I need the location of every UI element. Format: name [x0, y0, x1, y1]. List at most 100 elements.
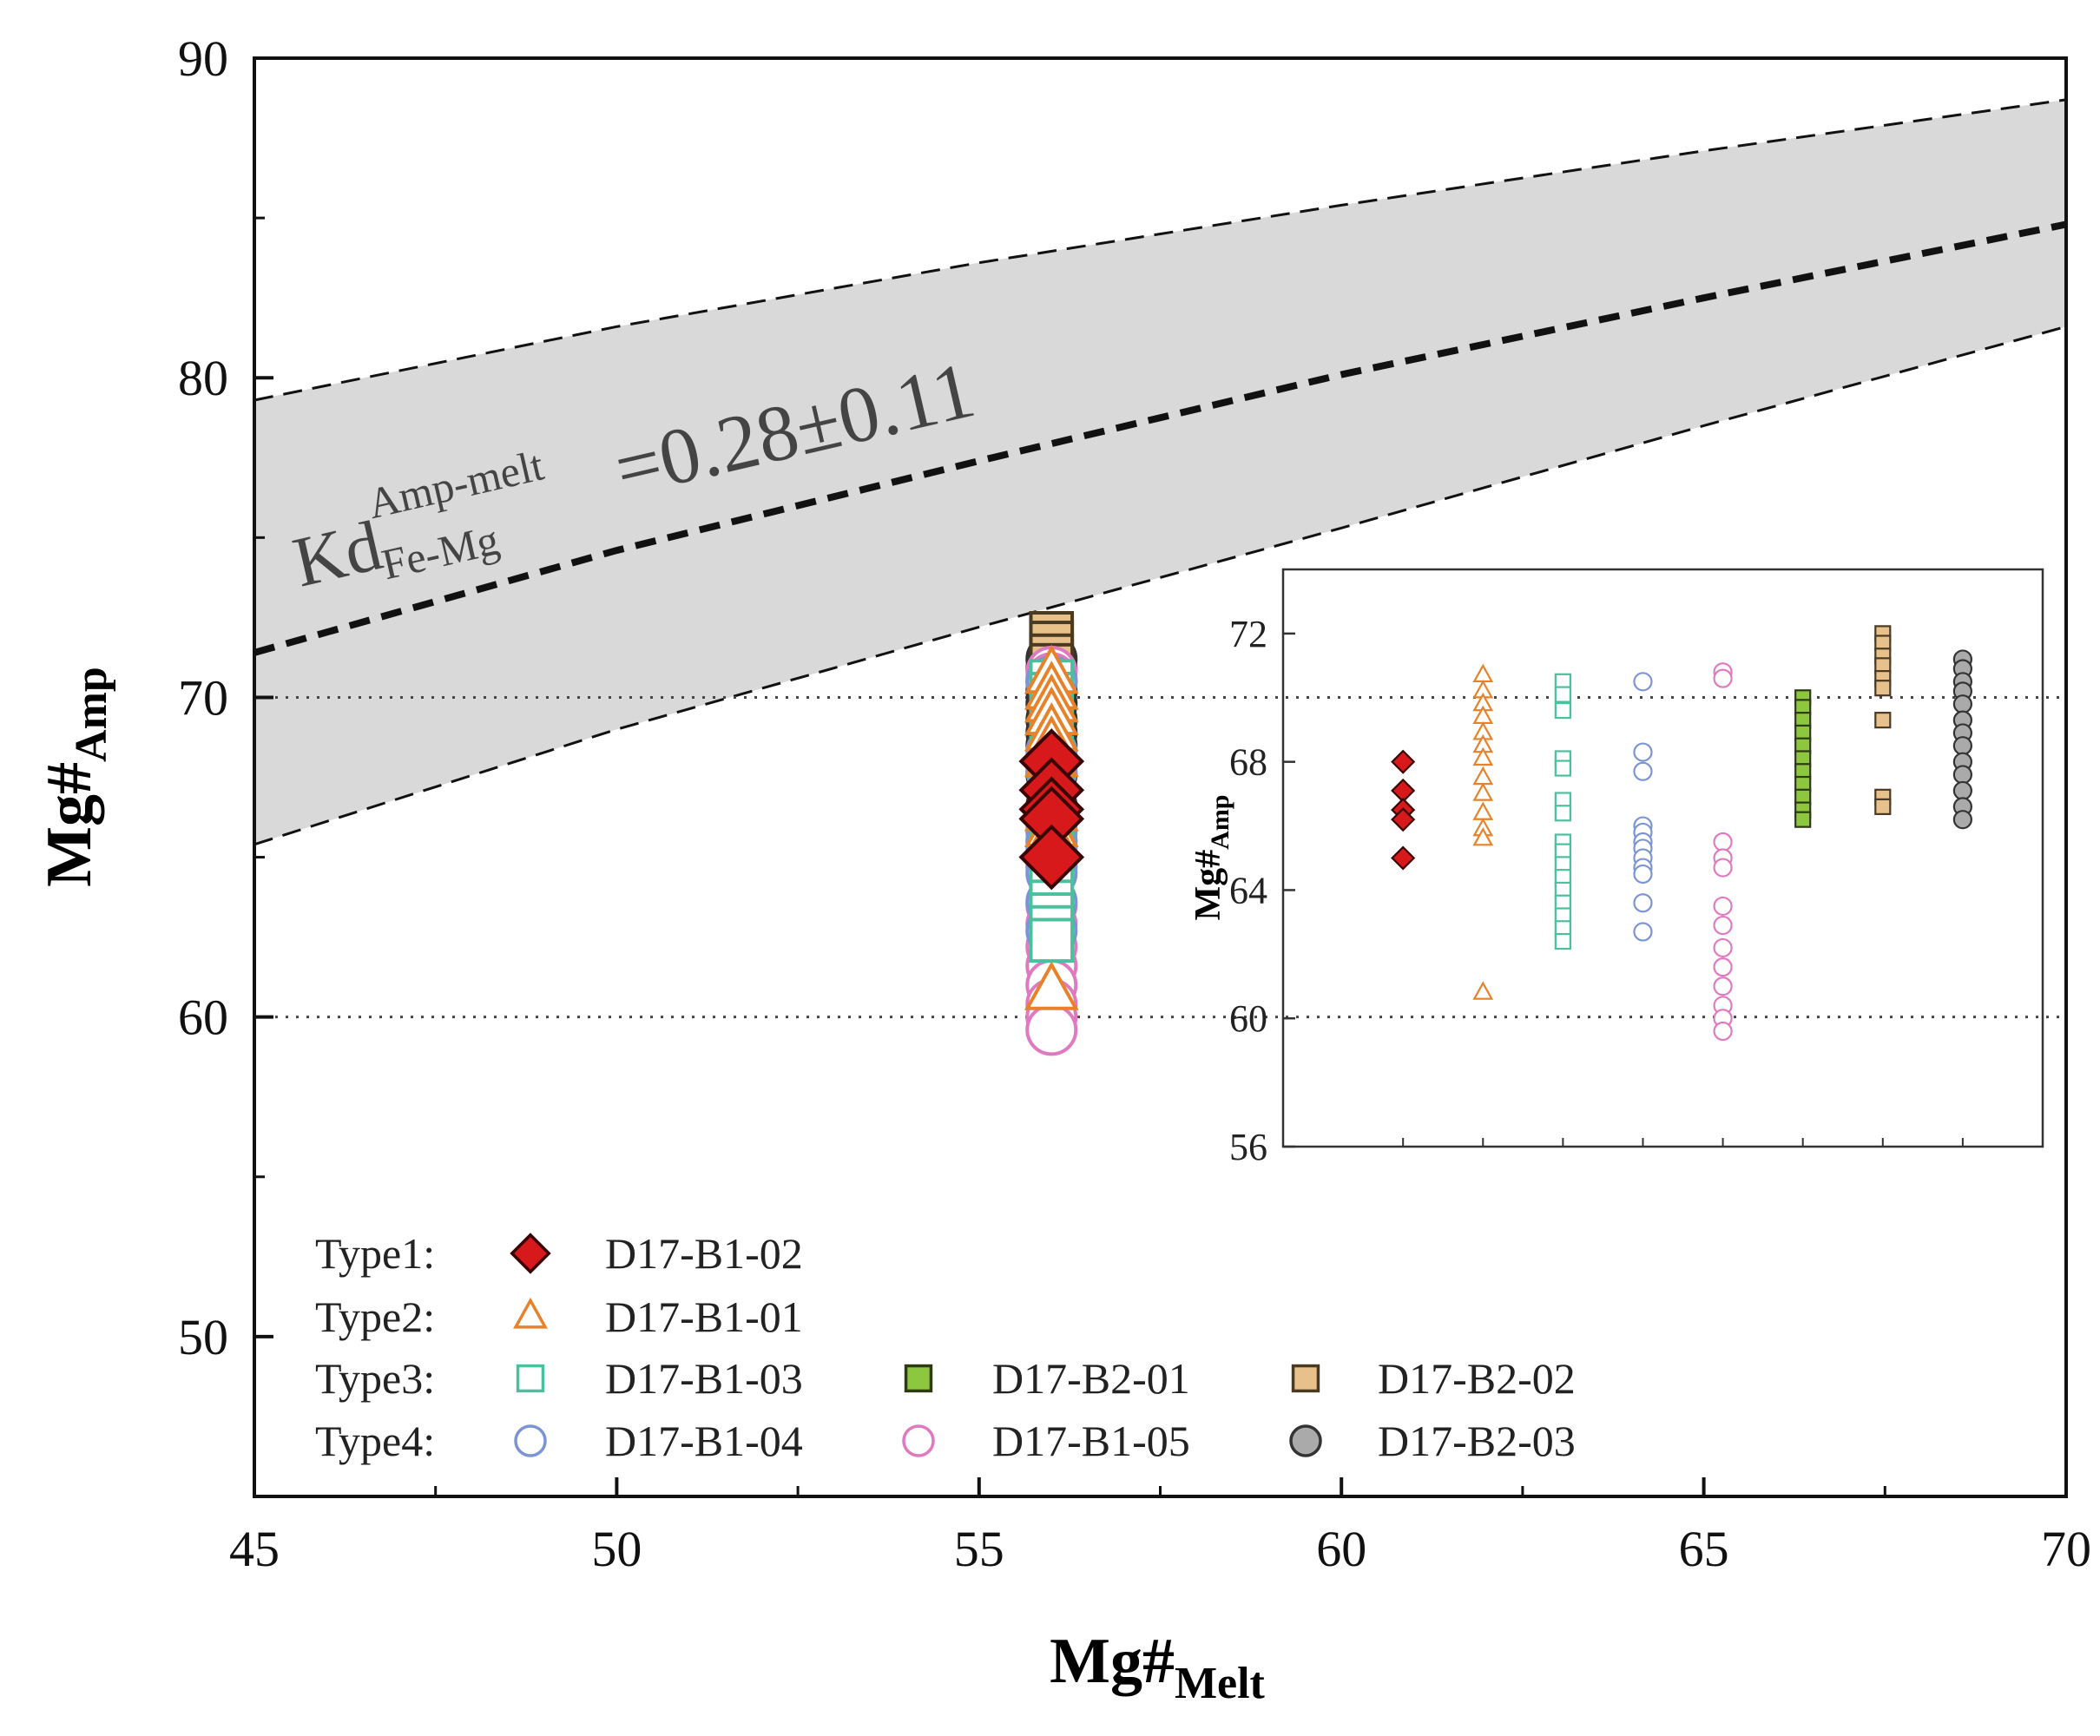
legend-marker [1291, 1364, 1320, 1393]
x-label-main: Mg# [1050, 1626, 1175, 1697]
inset-point [1874, 712, 1892, 729]
inset-point [1874, 798, 1892, 815]
y-tick-label: 70 [178, 669, 228, 726]
inset-point [1633, 672, 1653, 692]
inset-point [1391, 845, 1416, 871]
inset-point [1472, 766, 1494, 786]
inset-point [1713, 1021, 1733, 1042]
inset-point [1633, 742, 1653, 762]
inset-point [1391, 807, 1416, 832]
x-label-sub: Melt [1175, 1659, 1266, 1708]
point [1029, 917, 1075, 963]
inset-point [1633, 761, 1653, 781]
inset-point [1472, 663, 1494, 683]
legend-marker [516, 1364, 545, 1393]
annotation-base: Kd [286, 505, 389, 602]
legend-label: D17-B1-05 [992, 1417, 1190, 1465]
inset-point [1633, 922, 1653, 942]
legend-marker [1289, 1424, 1322, 1457]
inset-y-label-main: Mg# [1188, 850, 1228, 921]
inset: 56 60 64 68 72 [1229, 568, 2044, 1168]
point [1025, 1003, 1078, 1056]
band-upper-line [254, 98, 2066, 402]
inset-point [1952, 780, 1972, 801]
x-tick-label: 55 [954, 1521, 1004, 1577]
legend-label: D17-B1-01 [605, 1292, 803, 1341]
y-tick-label: 50 [178, 1309, 228, 1365]
inset-y-tick-label: 72 [1229, 613, 1267, 655]
inset-point [1472, 827, 1494, 846]
inset-point [1554, 701, 1571, 720]
x-tick-label: 65 [1679, 1521, 1729, 1577]
inset-point [1952, 736, 1972, 756]
legend-label: D17-B1-04 [605, 1417, 803, 1465]
band-lower-line [254, 325, 2066, 846]
main-layer [1018, 611, 1085, 1056]
x-axis-label: Mg#Melt [1050, 1626, 1265, 1708]
y-tick-label: 80 [178, 350, 228, 406]
inset-point [1952, 765, 1972, 785]
inset-y-tick-label: 68 [1229, 741, 1267, 784]
inset-point [1952, 694, 1972, 714]
legend-group-label: Type4: [315, 1417, 435, 1465]
legend-label: D17-B2-03 [1378, 1417, 1576, 1465]
inset-point [1554, 805, 1571, 822]
legend-label: D17-B1-03 [605, 1354, 803, 1403]
inset-point [1952, 810, 1972, 830]
point [1018, 824, 1085, 891]
inset-point [1713, 915, 1733, 936]
inset-point [1633, 864, 1653, 884]
inset-point [1713, 896, 1733, 917]
y-label-main: Mg# [34, 762, 105, 887]
legend-label: D17-B2-01 [992, 1354, 1190, 1403]
legend-marker [904, 1364, 933, 1393]
inset-y-axis-label: Mg#Amp [1188, 795, 1234, 921]
legend: Type1: D17-B1-02 Type2: D17-B1-01 Type3: D17-… [315, 1229, 1576, 1465]
inset-y-tick-label: 56 [1229, 1126, 1267, 1168]
inset-point [1633, 893, 1653, 913]
legend-group-label: Type3: [315, 1354, 435, 1403]
inset-point [1554, 932, 1571, 950]
band-layer [254, 98, 2066, 1019]
inset-point [1794, 811, 1812, 828]
inset-point [1472, 981, 1494, 1000]
y-tick-label: 60 [178, 990, 228, 1046]
legend-group-label: Type2: [315, 1292, 435, 1341]
legend-marker [514, 1424, 547, 1457]
x-tick-label: 50 [591, 1521, 642, 1577]
legend-group-label: Type1: [315, 1229, 435, 1278]
inset-point [1713, 668, 1733, 688]
y-axis-label: Mg#Amp [34, 667, 116, 887]
inset-point [1713, 832, 1733, 852]
inset-point [1713, 858, 1733, 878]
y-label-sub: Amp [67, 667, 116, 762]
inset-point [1472, 782, 1494, 801]
y-tick-label: 90 [178, 30, 228, 87]
inset-y-label-sub: Amp [1206, 795, 1234, 850]
inset-point [1472, 801, 1494, 820]
inset-point [1874, 680, 1892, 697]
x-tick-label: 60 [1316, 1521, 1366, 1577]
inset-point [1713, 937, 1733, 958]
legend-label: D17-B2-02 [1378, 1354, 1576, 1403]
x-tick-label: 45 [229, 1521, 280, 1577]
inset-point [1554, 760, 1571, 777]
inset-frame [1281, 568, 2044, 1148]
legend-marker [513, 1297, 548, 1329]
inset-point [1472, 746, 1494, 766]
point [1024, 961, 1079, 1010]
inset-point [1713, 976, 1733, 996]
legend-marker [902, 1424, 935, 1457]
inset-point [1391, 749, 1416, 774]
x-tick-label: 70 [2041, 1521, 2091, 1577]
inset-point [1554, 686, 1571, 703]
legend-marker [510, 1233, 551, 1274]
band-area [254, 99, 2066, 845]
inset-y-tick-label: 60 [1229, 997, 1267, 1040]
inset-point [1713, 957, 1733, 977]
band-center-line [254, 220, 2066, 656]
legend-label: D17-B1-02 [605, 1229, 803, 1278]
inset-y-tick-label: 64 [1229, 869, 1267, 911]
